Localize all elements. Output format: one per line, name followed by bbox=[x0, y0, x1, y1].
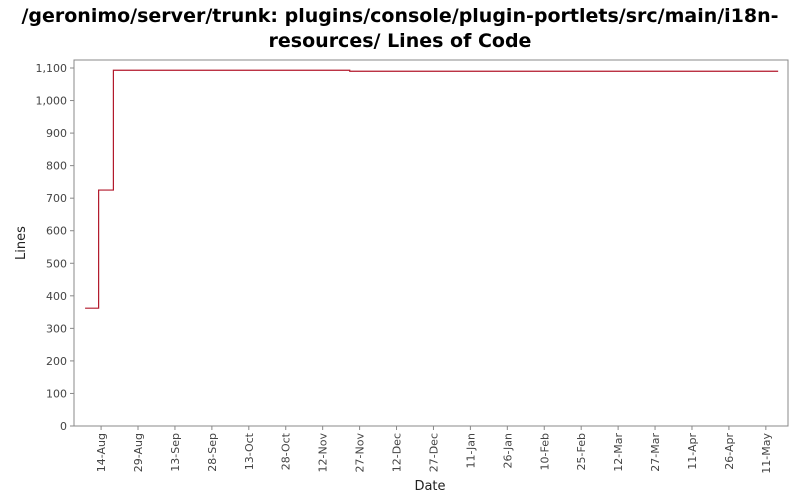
y-tick-label: 200 bbox=[46, 355, 67, 368]
x-tick-label: 27-Dec bbox=[427, 433, 440, 472]
x-tick-label: 13-Sep bbox=[169, 433, 182, 472]
x-tick-label: 27-Mar bbox=[649, 433, 662, 472]
series-line-lines-of-code bbox=[85, 69, 779, 309]
series-layer bbox=[85, 69, 779, 309]
x-axis: 14-Aug 29-Aug 13-Sep 28-Sep 13-Oct 28-Oct 12-N… bbox=[95, 426, 773, 474]
x-tick-label: 14-Aug bbox=[95, 433, 108, 472]
x-tick-label: 26-Apr bbox=[723, 433, 736, 470]
x-tick-label: 26-Jan bbox=[501, 433, 514, 469]
x-tick-label: 28-Oct bbox=[280, 432, 293, 470]
x-tick-label: 11-Apr bbox=[686, 433, 699, 470]
x-tick-label: 12-Dec bbox=[391, 433, 404, 472]
x-tick-label: 12-Mar bbox=[612, 433, 625, 472]
plot-frame bbox=[73, 59, 789, 427]
y-tick-label: 500 bbox=[46, 257, 67, 270]
x-tick-label: 11-Jan bbox=[464, 433, 477, 469]
y-axis: 0 100 200 300 400 500 600 700 800 900 1,000 1,100 bbox=[36, 62, 74, 433]
x-tick-label: 28-Sep bbox=[206, 433, 219, 472]
chart-title-line-2: resources/ Lines of Code bbox=[268, 30, 532, 52]
x-axis-label: Date bbox=[414, 479, 445, 494]
y-tick-label: 300 bbox=[46, 322, 67, 335]
y-tick-label: 600 bbox=[46, 225, 67, 238]
y-tick-label: 900 bbox=[46, 127, 67, 140]
x-tick-label: 13-Oct bbox=[243, 432, 256, 470]
chart-title-line-1: /geronimo/server/trunk: plugins/console/… bbox=[21, 5, 779, 27]
x-tick-label: 27-Nov bbox=[354, 433, 367, 473]
y-tick-label: 400 bbox=[46, 290, 67, 303]
y-tick-label: 800 bbox=[46, 160, 67, 173]
y-tick-label: 1,000 bbox=[36, 95, 68, 108]
x-tick-label: 11-May bbox=[760, 433, 773, 474]
x-tick-label: 25-Feb bbox=[575, 433, 588, 470]
plot-area bbox=[73, 59, 789, 427]
y-tick-label: 1,100 bbox=[36, 62, 68, 75]
x-tick-label: 29-Aug bbox=[132, 433, 145, 472]
y-tick-label: 700 bbox=[46, 192, 67, 205]
chart-title: /geronimo/server/trunk: plugins/console/… bbox=[0, 4, 800, 54]
x-tick-label: 10-Feb bbox=[538, 433, 551, 470]
y-axis-label: Lines bbox=[14, 226, 29, 260]
y-tick-label: 0 bbox=[60, 420, 67, 433]
x-tick-label: 12-Nov bbox=[317, 433, 330, 473]
y-tick-label: 100 bbox=[46, 387, 67, 400]
